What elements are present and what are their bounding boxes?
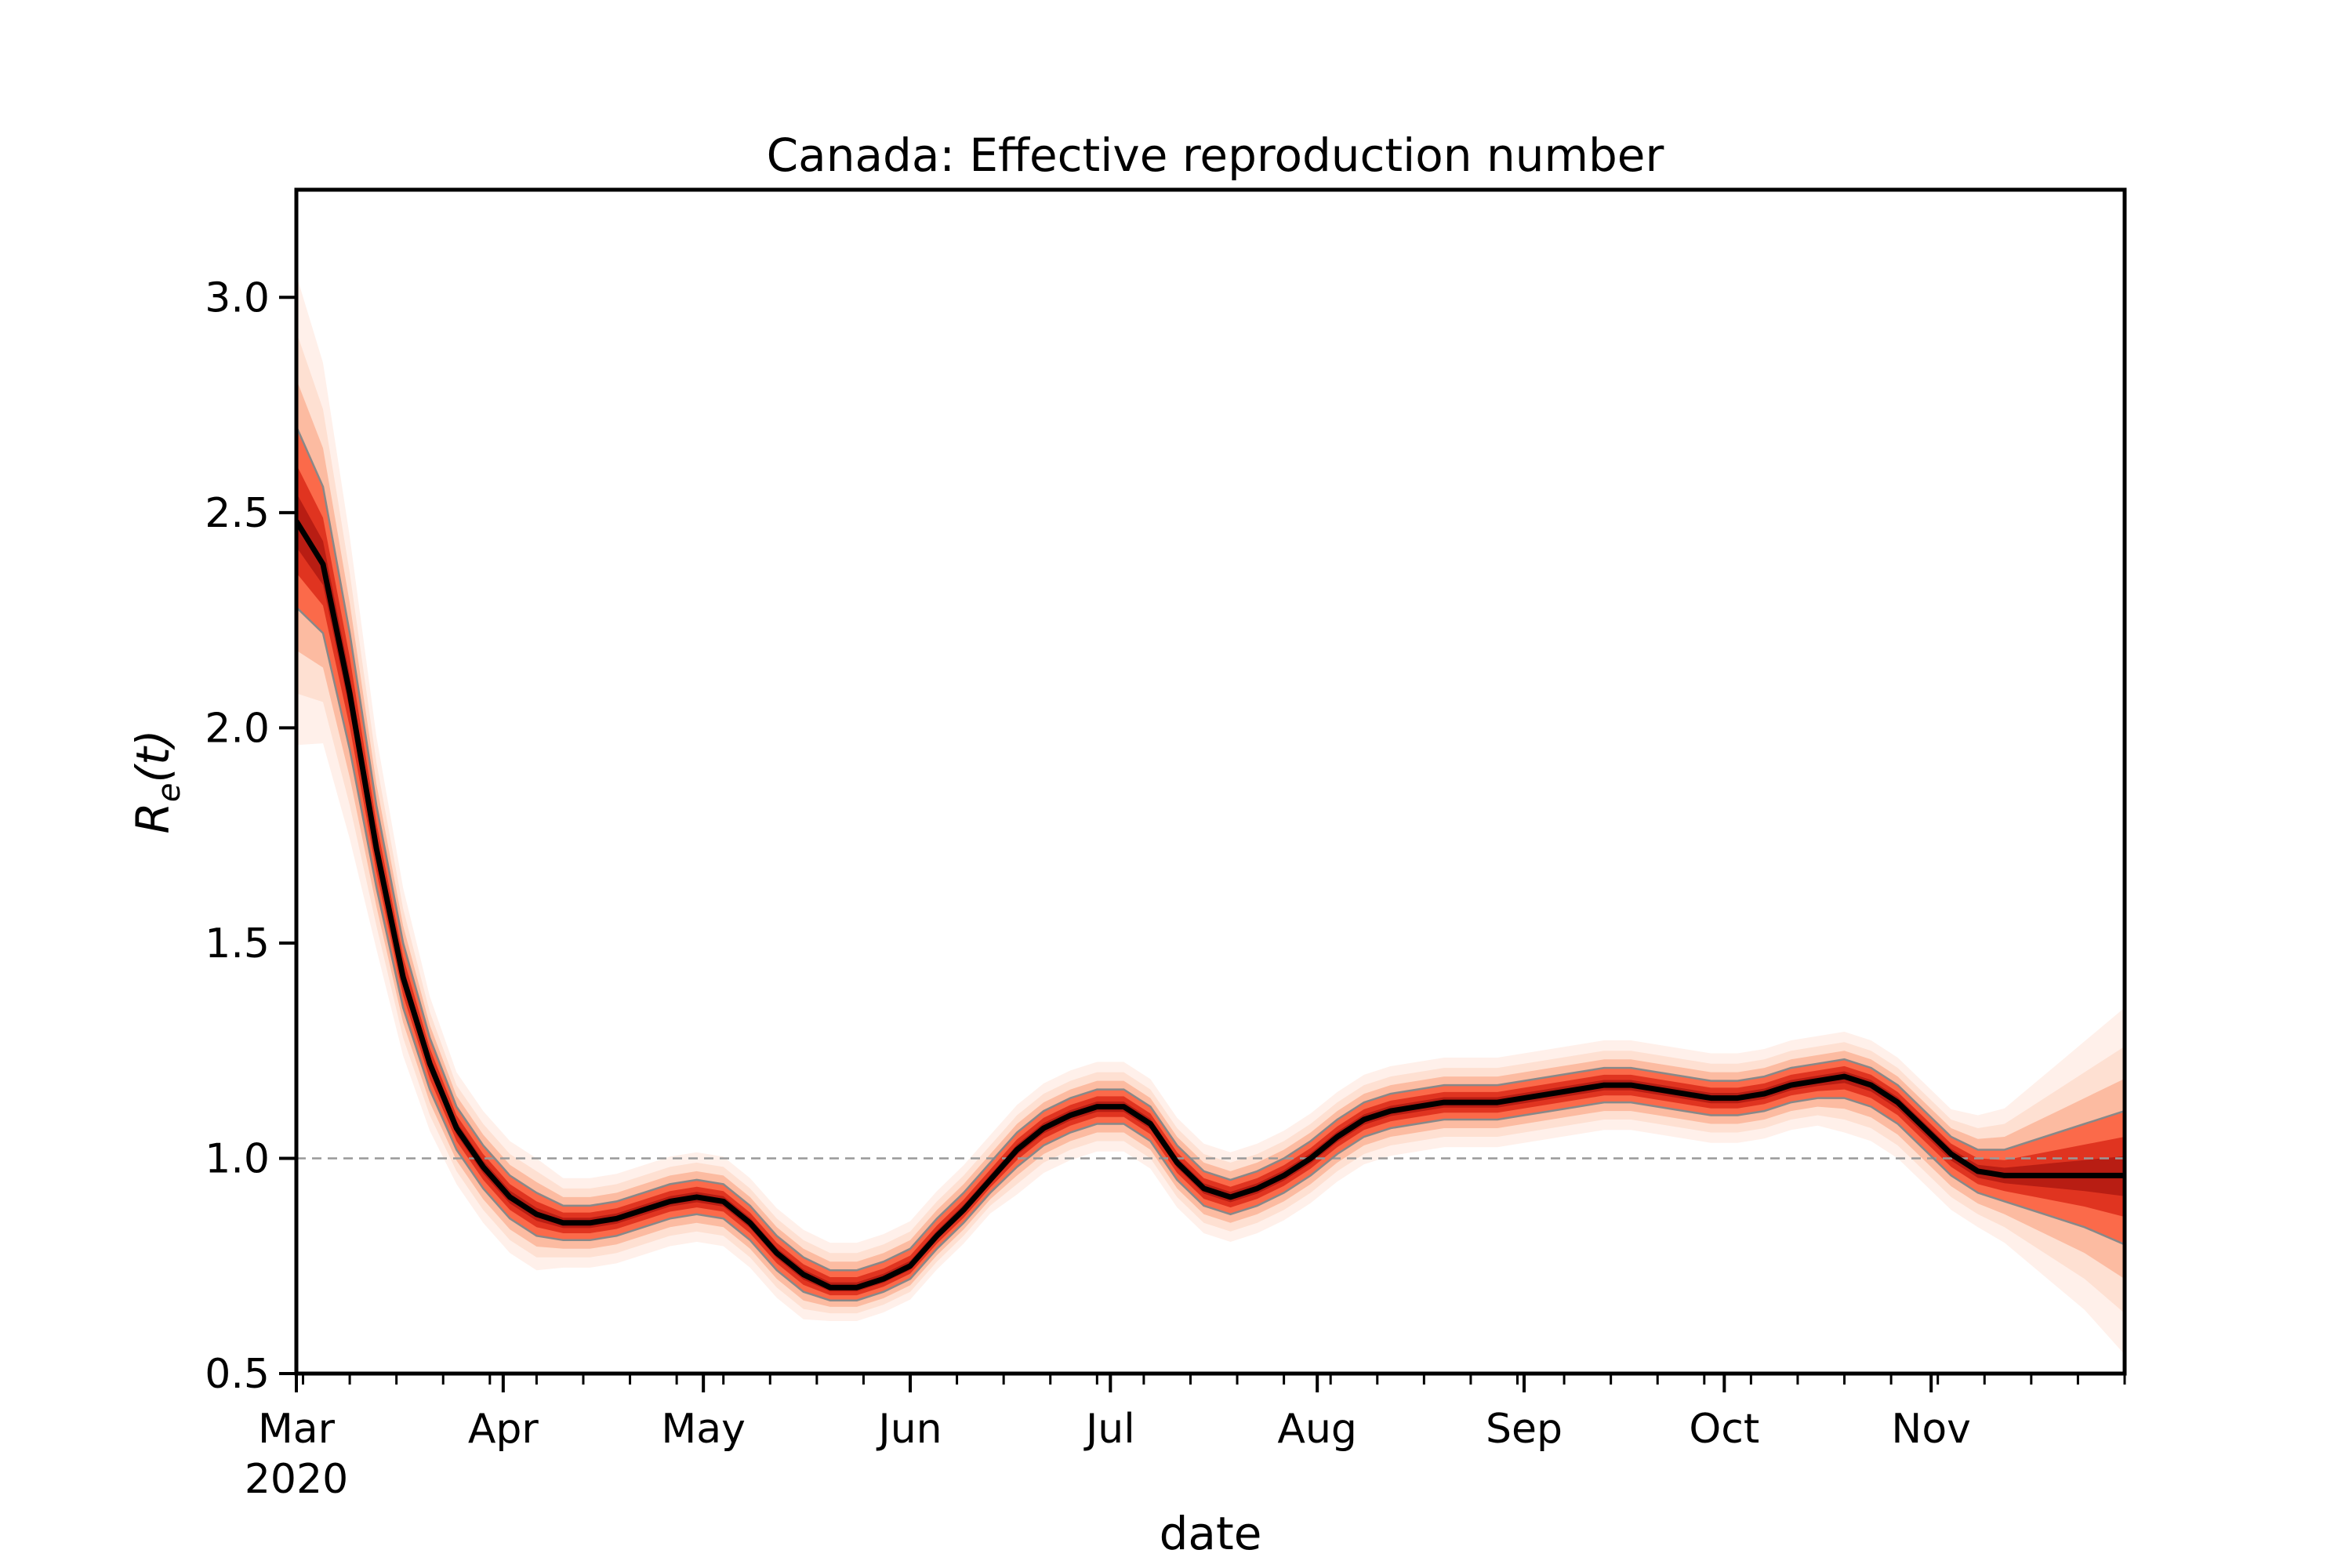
median-line	[296, 519, 2125, 1290]
y-tick-label: 2.5	[205, 490, 270, 537]
y-axis-label-group: Re(t)	[126, 730, 187, 834]
uncertainty-band-3	[296, 379, 2125, 1307]
y-tick-label: 1.5	[205, 920, 270, 967]
x-tick-label: May	[661, 1406, 746, 1453]
x-tick-label: Mar	[258, 1406, 336, 1453]
upper-bound-line	[296, 426, 2125, 1272]
x-tick-label: Sep	[1486, 1406, 1563, 1453]
y-tick-label: 0.5	[205, 1351, 270, 1398]
x-tick-label: Aug	[1277, 1406, 1357, 1453]
x-axis-label: date	[1160, 1507, 1262, 1560]
y-tick-label: 3.0	[205, 274, 270, 321]
series-lines	[296, 426, 2125, 1301]
x-tick-label: Oct	[1689, 1406, 1759, 1453]
x-tick-sublabel: 2020	[245, 1456, 348, 1503]
chart-title: Canada: Effective reproduction number	[767, 129, 1664, 182]
svg-text:Re(t): Re(t)	[126, 730, 187, 834]
y-axis: 0.5 1.0 1.5 2.0 2.5 3.0	[205, 274, 296, 1398]
lower-bound-line	[296, 606, 2125, 1301]
y-tick-label: 1.0	[205, 1135, 270, 1182]
x-tick-label: Jun	[876, 1406, 942, 1453]
y-axis-label-main: R	[126, 802, 180, 833]
y-tick-label: 2.0	[205, 705, 270, 752]
x-tick-label: Apr	[468, 1406, 539, 1453]
x-tick-label: Jul	[1083, 1406, 1135, 1453]
y-axis-label-sub: e	[151, 783, 187, 803]
plot-frame	[294, 187, 2127, 1376]
x-tick-label: Nov	[1891, 1406, 1971, 1453]
y-axis-label-arg: (t)	[126, 730, 180, 783]
